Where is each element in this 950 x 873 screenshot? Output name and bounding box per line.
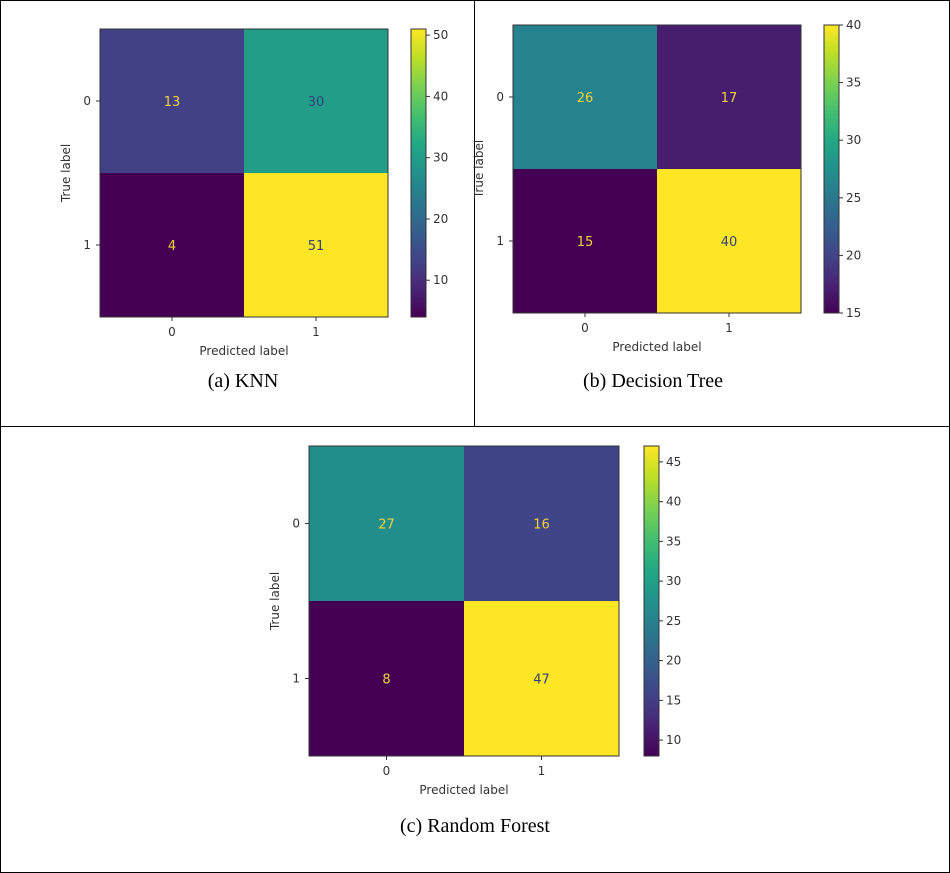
cell-value-1-0: 8 [382, 673, 390, 688]
cell-1-0 [100, 173, 244, 317]
matrix-cells [100, 29, 388, 317]
x-tick-label-0: 0 [383, 764, 391, 778]
cell-1-1 [464, 601, 619, 756]
cell-0-1 [657, 25, 801, 169]
caption-decision-tree: (b) Decision Tree [583, 370, 723, 392]
cell-value-1-0: 4 [168, 239, 176, 254]
cell-1-1 [657, 169, 801, 313]
colorbar-tick-label-7: 45 [666, 455, 681, 469]
colorbar-tick-label-3: 30 [846, 133, 861, 147]
y-axis-label: True label [59, 144, 73, 203]
colorbar-tick-label-1: 15 [666, 693, 681, 707]
colorbar-tick-label-0: 10 [666, 733, 681, 747]
cell-value-1-0: 15 [577, 235, 594, 250]
caption-knn: (a) KNN [207, 370, 279, 392]
colorbar [643, 445, 660, 757]
colorbar-tick-label-3: 40 [433, 89, 448, 103]
y-axis-label: True label [472, 140, 486, 199]
colorbar-tick-label-4: 35 [846, 76, 861, 90]
x-tick-label-1: 1 [725, 321, 733, 335]
x-axis-label: Predicted label [419, 783, 508, 797]
colorbar-tick-label-0: 15 [846, 306, 861, 320]
cell-0-0 [309, 446, 464, 601]
colorbar-tick-label-5: 35 [666, 534, 681, 548]
cell-value-0-1: 16 [533, 518, 550, 533]
colorbar-tick-label-6: 40 [666, 495, 681, 509]
caption-random-forest: (c) Random Forest [400, 815, 550, 837]
x-tick-label-0: 0 [168, 325, 176, 339]
cell-value-1-1: 40 [721, 235, 738, 250]
divider-horizontal [0, 426, 950, 427]
plot-border [99, 28, 389, 318]
cell-value-0-0: 27 [378, 518, 395, 533]
cell-0-0 [513, 25, 657, 169]
colorbar-tick-label-2: 20 [666, 654, 681, 668]
colorbar-tick-label-1: 20 [433, 212, 448, 226]
colorbar-tick-label-0: 10 [433, 273, 448, 287]
divider-vertical [474, 0, 475, 426]
cell-0-0 [100, 29, 244, 173]
matrix-cells [513, 25, 801, 313]
colorbar-tick-label-2: 30 [433, 151, 448, 165]
plot-border [512, 24, 802, 314]
colorbar-tick-label-1: 20 [846, 248, 861, 262]
cell-1-0 [513, 169, 657, 313]
cell-0-1 [244, 29, 388, 173]
x-tick-label-1: 1 [312, 325, 320, 339]
colorbar-tick-label-4: 30 [666, 574, 681, 588]
cell-value-1-1: 47 [533, 673, 550, 688]
cell-0-1 [464, 446, 619, 601]
colorbar-tick-label-2: 25 [846, 191, 861, 205]
y-tick-label-1: 1 [83, 238, 91, 252]
y-tick-label-0: 0 [496, 90, 504, 104]
cell-1-1 [244, 173, 388, 317]
y-axis-label: True label [268, 572, 282, 631]
cell-1-0 [309, 601, 464, 756]
y-tick-label-1: 1 [496, 234, 504, 248]
y-tick-label-0: 0 [83, 94, 91, 108]
cell-value-0-1: 17 [721, 91, 738, 106]
colorbar-tick-label-4: 50 [433, 28, 448, 42]
cell-value-0-1: 30 [308, 95, 325, 110]
colorbar-tick-label-3: 25 [666, 614, 681, 628]
cell-value-0-0: 13 [164, 95, 181, 110]
confusion-matrix-decision-tree: 26 17 15 40 0 1 0 1 Predicted label True label 15 2… [472, 18, 861, 354]
colorbar-tick-label-5: 40 [846, 18, 861, 32]
colorbar [823, 24, 840, 314]
x-tick-label-0: 0 [581, 321, 589, 335]
cell-value-1-1: 51 [308, 239, 325, 254]
matrix-cells [309, 446, 619, 756]
y-tick-label-1: 1 [292, 672, 300, 686]
x-tick-label-1: 1 [538, 764, 546, 778]
plot-border [308, 445, 620, 757]
x-axis-label: Predicted label [612, 340, 701, 354]
y-tick-label-0: 0 [292, 517, 300, 531]
x-axis-label: Predicted label [199, 344, 288, 358]
cell-value-0-0: 26 [577, 91, 594, 106]
colorbar [410, 28, 427, 318]
